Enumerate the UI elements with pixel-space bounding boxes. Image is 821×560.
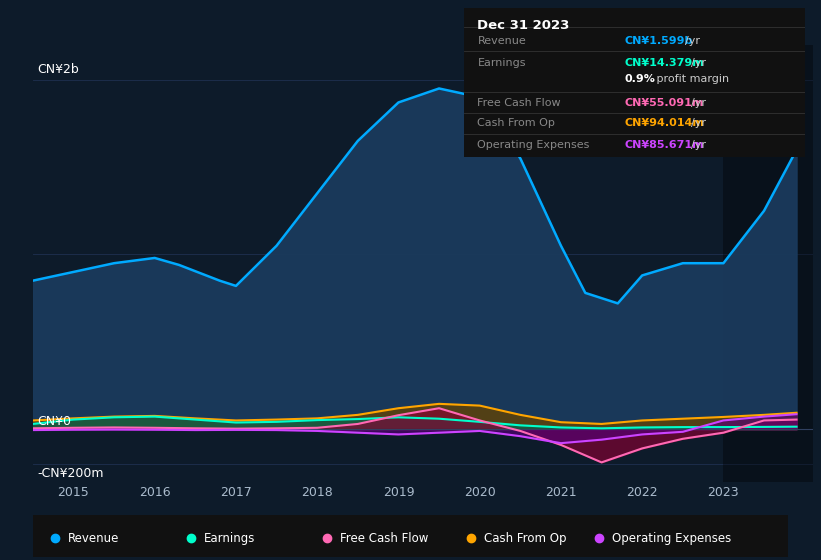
Text: Cash From Op: Cash From Op	[478, 118, 555, 128]
Text: CN¥94.014m: CN¥94.014m	[624, 118, 704, 128]
Text: Revenue: Revenue	[68, 532, 120, 545]
Text: /yr: /yr	[691, 140, 706, 150]
Text: Cash From Op: Cash From Op	[484, 532, 566, 545]
Text: CN¥85.671m: CN¥85.671m	[624, 140, 704, 150]
Text: Free Cash Flow: Free Cash Flow	[478, 97, 561, 108]
Text: Free Cash Flow: Free Cash Flow	[340, 532, 429, 545]
Text: -CN¥200m: -CN¥200m	[37, 467, 103, 480]
Text: Operating Expenses: Operating Expenses	[478, 140, 589, 150]
Text: /yr: /yr	[685, 36, 700, 46]
Text: /yr: /yr	[691, 97, 706, 108]
Bar	[723, 45, 813, 482]
Text: CN¥1.599b: CN¥1.599b	[624, 36, 692, 46]
Text: CN¥55.091m: CN¥55.091m	[624, 97, 704, 108]
Text: profit margin: profit margin	[653, 74, 729, 84]
Text: CN¥0: CN¥0	[37, 415, 71, 428]
Text: /yr: /yr	[691, 58, 706, 68]
Text: Earnings: Earnings	[478, 58, 526, 68]
Text: CN¥14.379m: CN¥14.379m	[624, 58, 704, 68]
Text: Revenue: Revenue	[478, 36, 526, 46]
Text: CN¥2b: CN¥2b	[37, 63, 79, 76]
Text: Dec 31 2023: Dec 31 2023	[478, 19, 570, 32]
Text: 0.9%: 0.9%	[624, 74, 655, 84]
Text: /yr: /yr	[691, 118, 706, 128]
Text: Earnings: Earnings	[204, 532, 255, 545]
Text: Operating Expenses: Operating Expenses	[612, 532, 732, 545]
